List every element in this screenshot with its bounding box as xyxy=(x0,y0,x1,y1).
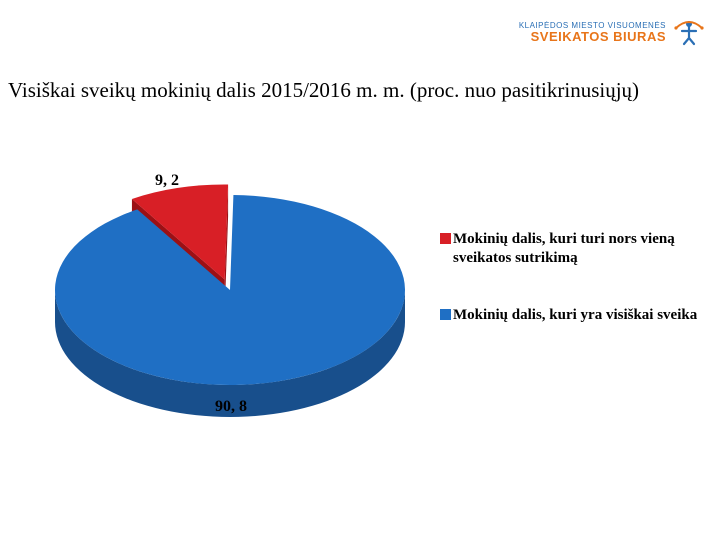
logo-line2: SVEIKATOS BIURAS xyxy=(519,30,666,43)
logo-text: KLAIPĖDOS MIESTO VISUOMENĖS SVEIKATOS BI… xyxy=(519,22,666,43)
legend-label: Mokinių dalis, kuri turi nors vieną svei… xyxy=(453,230,710,268)
pie-chart: 9, 2 90, 8 xyxy=(40,150,420,430)
legend-item: Mokinių dalis, kuri yra visiškai sveika xyxy=(440,306,710,325)
legend-swatch-icon xyxy=(440,309,451,320)
slice-label-0: 9, 2 xyxy=(155,172,179,190)
logo-icon xyxy=(672,18,706,46)
slice-label-1: 90, 8 xyxy=(215,398,247,416)
legend: Mokinių dalis, kuri turi nors vieną svei… xyxy=(440,230,710,362)
legend-swatch-icon xyxy=(440,233,451,244)
brand-logo: KLAIPĖDOS MIESTO VISUOMENĖS SVEIKATOS BI… xyxy=(519,18,706,46)
legend-item: Mokinių dalis, kuri turi nors vieną svei… xyxy=(440,230,710,268)
page-title: Visiškai sveikų mokinių dalis 2015/2016 … xyxy=(8,78,720,103)
legend-label: Mokinių dalis, kuri yra visiškai sveika xyxy=(453,306,697,325)
